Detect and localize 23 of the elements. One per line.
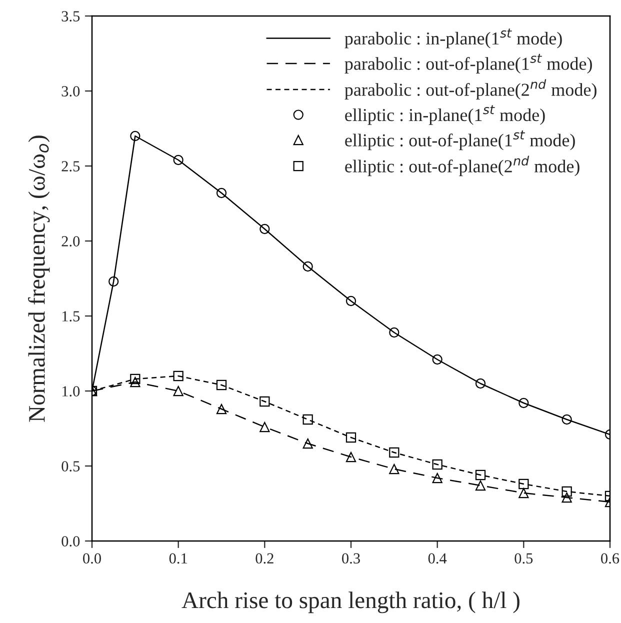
- x-axis-title: Arch rise to span length ratio, ( h/l ): [182, 592, 520, 614]
- legend-label: elliptic : out-of-plane(2$^{nd}$ mode): [345, 156, 580, 176]
- legend-label: parabolic : in-plane(1$^{st}$ mode): [344, 28, 562, 48]
- x-tick-label: 0.1: [169, 553, 187, 564]
- y-tick-label: 3.0: [62, 86, 80, 97]
- legend-label: elliptic : in-plane(1$^{st}$ mode): [345, 105, 545, 125]
- y-tick-label: 2.5: [62, 161, 80, 172]
- y-tick-label: 0.5: [62, 461, 80, 472]
- y-tick-label: 0.0: [62, 536, 80, 547]
- x-tick-label: 0.2: [256, 553, 274, 564]
- y-tick-label: 1.0: [62, 386, 80, 397]
- y-tick-label: 1.5: [62, 311, 80, 322]
- y-axis-title: Normalized frequency, (ω/ω$_{o}$): [28, 136, 50, 422]
- x-tick-label: 0.3: [342, 553, 360, 564]
- x-tick-label: 0.4: [428, 553, 447, 564]
- x-tick-label: 0.0: [83, 553, 101, 564]
- x-tick-label: 0.6: [601, 553, 620, 564]
- legend-label: elliptic : out-of-plane(1$^{st}$ mode): [345, 130, 575, 150]
- x-tick-label: 0.5: [514, 553, 533, 564]
- legend-label: parabolic : out-of-plane(1$^{st}$ mode): [344, 54, 592, 74]
- y-tick-label: 3.5: [62, 11, 80, 22]
- y-tick-label: 2.0: [62, 236, 80, 247]
- legend-label: parabolic : out-of-plane(2$^{nd}$ mode): [344, 79, 596, 100]
